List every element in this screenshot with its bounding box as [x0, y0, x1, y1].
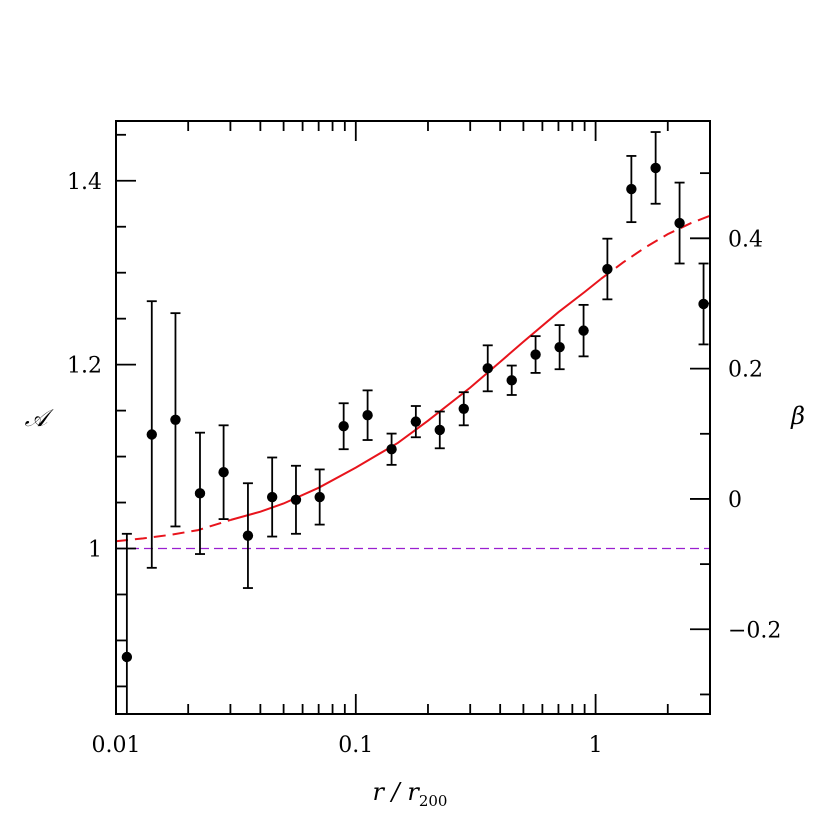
x-tick-label: 0.1: [338, 733, 373, 758]
model-curve: [230, 278, 602, 521]
data-point: [338, 421, 349, 432]
y2-tick-label: −0.2: [728, 618, 781, 643]
model-curves: [115, 214, 711, 550]
data-points: [121, 131, 709, 714]
data-point: [530, 349, 541, 360]
data-point: [554, 341, 565, 353]
axes: 0.01 0.1 1 1 1.2 1.4 −0.2 0 0.2 0.4: [67, 120, 781, 758]
data-point: [650, 162, 661, 174]
data-point: [266, 491, 278, 503]
y2-tick-label: 0.2: [728, 358, 763, 383]
x-tick-label: 1: [589, 733, 603, 758]
x-axis-title-main: r / r: [373, 778, 421, 806]
data-point: [506, 375, 517, 386]
model-curve-extrapolated: [600, 214, 711, 280]
x-axis-title: r / r200: [373, 778, 448, 810]
data-point: [434, 424, 445, 436]
data-point: [121, 651, 133, 663]
y2-tick-label: 0.4: [728, 227, 763, 252]
data-point: [458, 403, 469, 414]
data-point: [242, 530, 254, 541]
data-point: [194, 488, 206, 499]
data-point: [314, 491, 325, 503]
data-point: [386, 444, 397, 455]
y2-axis-title: β: [790, 402, 805, 430]
data-point: [410, 416, 422, 427]
data-point: [626, 183, 637, 195]
data-point: [290, 494, 302, 505]
data-point: [482, 363, 493, 374]
data-point: [218, 467, 229, 478]
y-tick-label: 1.2: [67, 354, 102, 379]
data-point: [674, 217, 685, 229]
data-point: [602, 263, 613, 275]
data-point: [578, 325, 589, 336]
y-tick-label: 1: [88, 538, 102, 563]
plot-frame: [115, 120, 711, 715]
data-point: [362, 410, 373, 421]
x-axis-title-sub: 200: [419, 792, 448, 810]
x-tick-label: 0.01: [92, 733, 141, 758]
y-tick-label: 1.4: [67, 170, 102, 195]
data-point: [146, 429, 157, 440]
y2-tick-label: 0: [728, 488, 742, 513]
data-point: [170, 414, 181, 425]
